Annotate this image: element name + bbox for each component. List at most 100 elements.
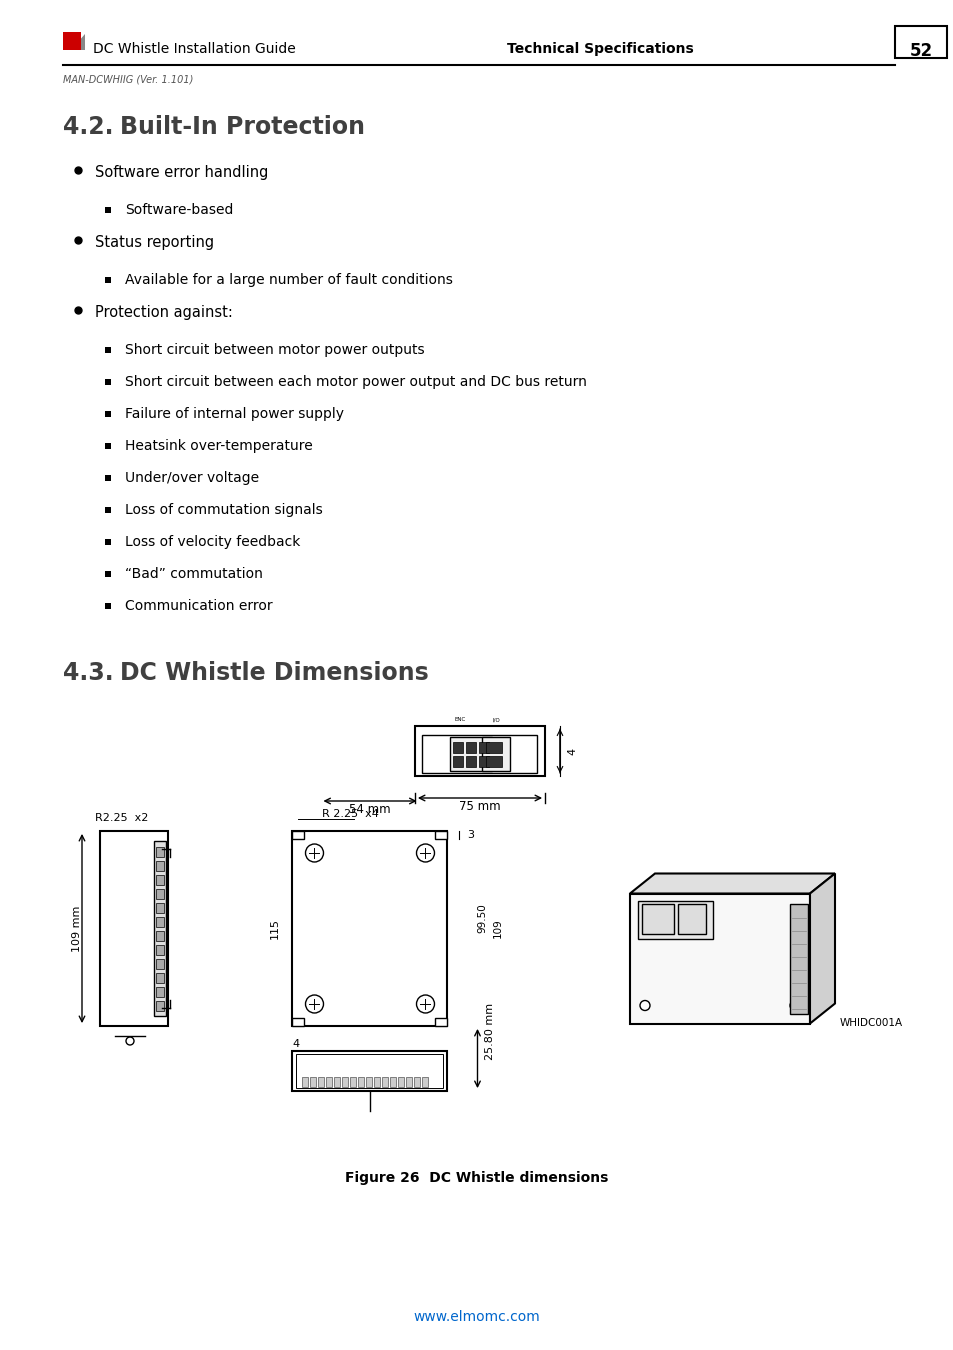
Bar (414, 1077, 420, 1087)
Text: I/O: I/O (492, 717, 499, 722)
Text: ENC: ENC (454, 717, 465, 722)
Text: 109: 109 (492, 918, 502, 938)
Bar (105, 571, 111, 576)
Text: Status reporting: Status reporting (95, 235, 213, 250)
Bar (105, 603, 111, 609)
Bar (641, 903, 673, 933)
Text: 99.50: 99.50 (477, 903, 487, 933)
Bar (422, 734, 537, 774)
Text: Figure 26  DC Whistle dimensions: Figure 26 DC Whistle dimensions (345, 1170, 608, 1185)
Bar (156, 917, 164, 927)
Text: 4: 4 (566, 748, 577, 755)
Text: WHIDC001A: WHIDC001A (840, 1018, 902, 1029)
Text: 25.80 mm: 25.80 mm (485, 1003, 495, 1060)
Bar (435, 832, 447, 838)
Text: 54 mm: 54 mm (349, 803, 391, 815)
Text: Available for a large number of fault conditions: Available for a large number of fault co… (125, 273, 453, 288)
Text: 75 mm: 75 mm (458, 801, 500, 813)
Circle shape (416, 995, 434, 1012)
Text: MAN-DCWHIIG (Ver. 1.101): MAN-DCWHIIG (Ver. 1.101) (63, 76, 193, 85)
Bar (678, 903, 705, 933)
Bar (105, 410, 111, 417)
Bar (156, 973, 164, 983)
Bar (293, 1052, 447, 1091)
Bar (789, 903, 807, 1014)
Bar (453, 756, 462, 767)
Bar (485, 756, 501, 767)
Bar (105, 539, 111, 545)
Text: DC Whistle Installation Guide: DC Whistle Installation Guide (92, 42, 295, 55)
Bar (478, 756, 489, 767)
Bar (390, 1077, 396, 1087)
Bar (105, 207, 111, 213)
Text: Loss of velocity feedback: Loss of velocity feedback (125, 535, 300, 549)
Bar (382, 1077, 388, 1087)
Bar (293, 1018, 304, 1026)
Text: Communication error: Communication error (125, 599, 273, 613)
Bar (153, 841, 166, 1017)
Bar (105, 508, 111, 513)
Text: 3: 3 (467, 830, 474, 840)
Bar (105, 443, 111, 450)
Bar (481, 737, 510, 771)
Text: Built-In Protection: Built-In Protection (120, 115, 365, 139)
Bar (105, 277, 111, 284)
Bar (358, 1077, 364, 1087)
Text: DC Whistle Dimensions: DC Whistle Dimensions (120, 662, 428, 684)
Bar (156, 958, 164, 969)
Text: 4: 4 (293, 1040, 300, 1049)
Bar (100, 832, 168, 1026)
Bar (156, 1000, 164, 1011)
Circle shape (639, 1000, 649, 1011)
Bar (422, 1077, 428, 1087)
Bar (156, 987, 164, 998)
Text: 4.3.: 4.3. (63, 662, 113, 684)
Bar (366, 1077, 372, 1087)
Text: Heatsink over-temperature: Heatsink over-temperature (125, 439, 313, 454)
Text: Technical Specifications: Technical Specifications (506, 42, 693, 55)
Polygon shape (71, 34, 85, 50)
Bar (105, 475, 111, 481)
Text: R2.25  x2: R2.25 x2 (95, 813, 149, 823)
Bar (894, 26, 946, 58)
Text: 109 mm: 109 mm (71, 906, 82, 952)
Bar (156, 875, 164, 886)
Bar (450, 737, 492, 771)
Circle shape (305, 995, 323, 1012)
Bar (156, 846, 164, 857)
Bar (318, 1077, 324, 1087)
Bar (629, 894, 809, 1023)
Text: Failure of internal power supply: Failure of internal power supply (125, 406, 344, 421)
Bar (415, 726, 544, 776)
Bar (302, 1077, 308, 1087)
Text: Protection against:: Protection against: (95, 305, 233, 320)
Bar (293, 832, 304, 838)
Bar (453, 743, 462, 753)
Bar (335, 1077, 340, 1087)
Polygon shape (809, 873, 834, 1023)
Bar (398, 1077, 404, 1087)
Bar (296, 1054, 443, 1088)
Circle shape (126, 1037, 133, 1045)
Text: 4.2.: 4.2. (63, 115, 113, 139)
Bar (156, 945, 164, 954)
Bar (63, 32, 81, 50)
Circle shape (305, 844, 323, 863)
Text: R 2.25  x4: R 2.25 x4 (321, 809, 378, 819)
Bar (342, 1077, 348, 1087)
Text: Short circuit between each motor power output and DC bus return: Short circuit between each motor power o… (125, 375, 586, 389)
Text: 52: 52 (908, 42, 932, 59)
Polygon shape (629, 873, 834, 894)
Bar (465, 756, 476, 767)
Bar (156, 861, 164, 871)
Bar (293, 832, 447, 1026)
Bar (105, 379, 111, 385)
Circle shape (789, 1000, 800, 1011)
Circle shape (416, 844, 434, 863)
Bar (310, 1077, 316, 1087)
Bar (465, 743, 476, 753)
Bar (156, 890, 164, 899)
Bar (156, 931, 164, 941)
Text: Software error handling: Software error handling (95, 165, 268, 180)
Bar (326, 1077, 333, 1087)
